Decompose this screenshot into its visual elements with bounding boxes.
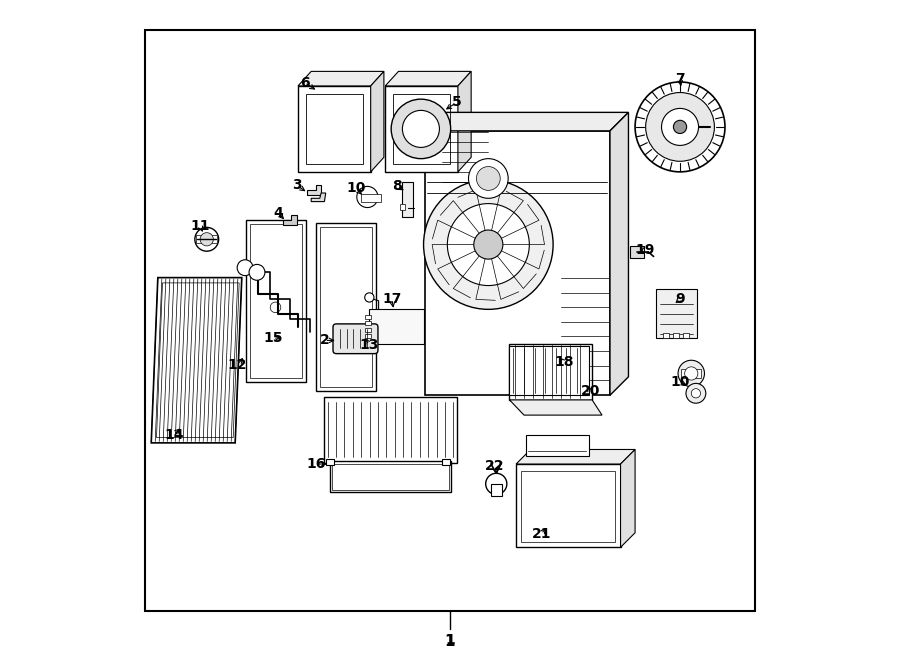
Text: 13: 13 (360, 338, 379, 352)
Text: 9: 9 (675, 292, 685, 306)
Circle shape (685, 367, 698, 380)
Text: 4: 4 (274, 206, 283, 220)
Text: 3: 3 (292, 178, 302, 192)
Polygon shape (284, 215, 297, 225)
Circle shape (402, 110, 439, 147)
Circle shape (662, 108, 698, 145)
Polygon shape (298, 86, 371, 172)
Circle shape (195, 227, 219, 251)
Polygon shape (311, 193, 326, 202)
Bar (526, 435, 589, 456)
Polygon shape (307, 185, 321, 195)
Bar (196, 235, 217, 243)
Text: 22: 22 (485, 459, 505, 473)
Circle shape (678, 360, 705, 387)
Text: 7: 7 (675, 72, 685, 87)
Text: 1: 1 (445, 634, 455, 648)
Bar (317, 223, 376, 391)
Polygon shape (425, 131, 610, 395)
Polygon shape (151, 278, 242, 443)
Text: 21: 21 (532, 527, 551, 541)
Circle shape (469, 159, 508, 198)
Circle shape (364, 293, 374, 302)
Circle shape (424, 180, 554, 309)
Bar (400, 204, 405, 210)
Circle shape (686, 383, 706, 403)
Circle shape (238, 260, 253, 276)
Text: 15: 15 (263, 331, 283, 346)
Bar (683, 333, 688, 338)
Bar (365, 321, 371, 325)
Bar (681, 369, 701, 378)
Text: 5: 5 (452, 95, 462, 110)
Bar (630, 246, 644, 258)
Circle shape (200, 233, 213, 246)
Text: 17: 17 (382, 292, 401, 306)
Circle shape (249, 264, 265, 280)
Circle shape (673, 120, 687, 134)
Circle shape (486, 473, 507, 494)
Bar (673, 333, 679, 338)
Circle shape (447, 204, 529, 286)
Text: 18: 18 (554, 355, 573, 369)
Bar (491, 484, 501, 496)
Circle shape (392, 99, 451, 159)
Text: 12: 12 (228, 358, 247, 372)
Bar (365, 328, 371, 332)
Bar (365, 315, 371, 319)
Bar (145, 30, 755, 611)
Polygon shape (610, 112, 628, 395)
Polygon shape (516, 464, 620, 547)
Bar (509, 346, 589, 395)
Polygon shape (385, 71, 472, 86)
Circle shape (473, 230, 503, 259)
Circle shape (645, 93, 715, 161)
Polygon shape (425, 112, 628, 131)
Bar (521, 471, 616, 542)
Bar (361, 194, 381, 202)
Polygon shape (620, 449, 635, 547)
Text: 16: 16 (307, 457, 326, 471)
Circle shape (270, 302, 281, 313)
Polygon shape (371, 71, 384, 172)
Bar (369, 309, 424, 344)
Circle shape (356, 186, 378, 208)
Polygon shape (516, 449, 635, 464)
Bar (402, 182, 413, 217)
Text: 19: 19 (635, 243, 654, 257)
Bar (326, 459, 334, 465)
Bar (332, 464, 449, 490)
Text: 1: 1 (446, 633, 454, 647)
Bar (656, 289, 698, 338)
Text: 2: 2 (320, 333, 329, 348)
Text: 11: 11 (191, 219, 210, 233)
Bar (442, 459, 450, 465)
Polygon shape (458, 71, 472, 172)
Bar (329, 461, 451, 492)
Text: 8: 8 (392, 179, 402, 194)
Polygon shape (385, 86, 458, 172)
Text: 14: 14 (164, 428, 184, 442)
Text: 20: 20 (580, 384, 599, 399)
FancyBboxPatch shape (333, 324, 378, 354)
Bar (324, 397, 456, 463)
Bar (365, 334, 371, 338)
Polygon shape (509, 400, 602, 415)
Bar (662, 333, 669, 338)
Text: 10: 10 (670, 375, 689, 389)
Circle shape (635, 82, 725, 172)
Circle shape (691, 389, 700, 398)
Bar (247, 220, 306, 382)
Bar (320, 227, 372, 387)
Text: 10: 10 (346, 181, 365, 196)
Polygon shape (298, 71, 384, 86)
Bar (250, 224, 302, 378)
Bar (509, 344, 592, 400)
Text: 6: 6 (300, 75, 310, 90)
Circle shape (476, 167, 500, 190)
